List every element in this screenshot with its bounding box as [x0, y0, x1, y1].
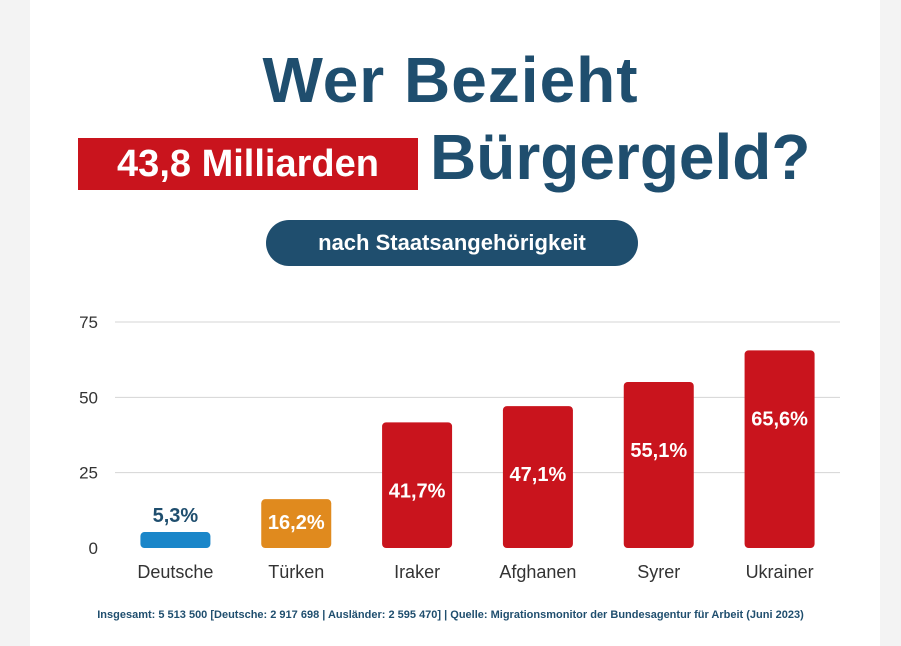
- x-tick-label: Türken: [268, 562, 324, 582]
- y-tick-label: 50: [79, 388, 98, 407]
- bar: [744, 350, 815, 548]
- subtitle-pill: nach Staatsangehörigkeit: [266, 220, 638, 266]
- bar-value-label: 55,1%: [630, 440, 687, 462]
- bar-value-label: 47,1%: [510, 464, 567, 486]
- bar: [382, 422, 453, 548]
- bar: [623, 381, 694, 548]
- source-footnote: Insgesamt: 5 513 500 [Deutsche: 2 917 69…: [97, 609, 804, 621]
- amount-badge: 43,8 Milliarden: [78, 138, 418, 190]
- x-tick-label: Ukrainer: [746, 562, 814, 582]
- bar-value-label: 16,2%: [268, 512, 325, 534]
- x-tick-label: Iraker: [394, 562, 440, 582]
- bar-chart: 0 25 50 75 5,3% Deutsche 16,2% Türken 41,7% Irake…: [79, 313, 840, 582]
- bar-value-label: 41,7%: [389, 480, 446, 502]
- title-line-1: Wer Bezieht: [262, 44, 639, 116]
- bar: [140, 532, 211, 548]
- y-tick-label: 75: [79, 313, 98, 332]
- y-tick-label: 25: [79, 464, 98, 483]
- x-tick-label: Deutsche: [137, 562, 213, 582]
- x-tick-label: Afghanen: [499, 562, 576, 582]
- title-line-2-rest: Bürgergeld?: [430, 121, 811, 193]
- bar: [261, 499, 332, 548]
- bar-value-label: 5,3%: [153, 505, 199, 527]
- bar-value-label: 65,6%: [751, 408, 808, 430]
- x-tick-label: Syrer: [637, 562, 680, 582]
- y-tick-label: 0: [89, 539, 98, 558]
- title-line-2: 43,8 Milliarden Bürgergeld?: [0, 122, 901, 198]
- bar: [502, 406, 573, 548]
